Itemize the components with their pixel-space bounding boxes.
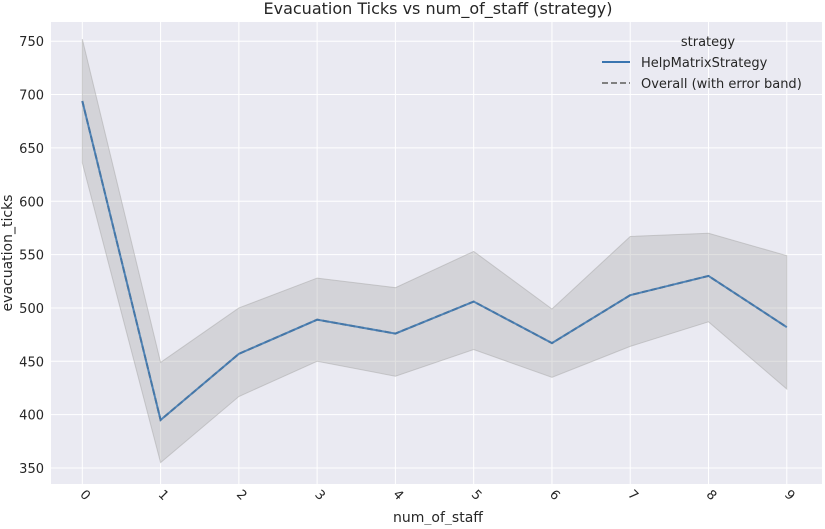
- legend-label-overall: Overall (with error band): [641, 77, 802, 92]
- x-tick-label: 8: [703, 487, 719, 503]
- x-tick-label: 5: [468, 487, 484, 503]
- grid-lines: [51, 22, 822, 484]
- y-axis-label: evacuation_ticks: [0, 195, 16, 312]
- y-tick-label: 500: [19, 302, 44, 317]
- series-line-helpmatrixstrategy: [81, 100, 788, 422]
- series-layer: [81, 100, 788, 422]
- y-tick-label: 400: [19, 409, 44, 424]
- x-tick-label: 6: [546, 487, 562, 503]
- error-band-layer: [81, 38, 788, 464]
- y-tick-label: 550: [19, 249, 44, 264]
- plot-background: [51, 22, 822, 484]
- x-tick-labels: 0 1 2 3 4 5 6 7 8 9: [77, 487, 798, 503]
- x-tick-label: 2: [233, 487, 249, 503]
- legend-title: strategy: [681, 35, 736, 50]
- error-band: [81, 38, 788, 464]
- y-tick-labels: 350 400 450 500 550 600 650 700 750: [19, 35, 44, 477]
- legend: strategy HelpMatrixStrategy Overall (wit…: [602, 35, 802, 92]
- y-tick-label: 700: [19, 89, 44, 104]
- legend-label-helpmatrixstrategy: HelpMatrixStrategy: [641, 56, 768, 71]
- x-tick-label: 3: [311, 487, 327, 503]
- x-tick-label: 4: [390, 487, 406, 503]
- chart-title: Evacuation Ticks vs num_of_staff (strate…: [264, 0, 613, 19]
- y-tick-label: 450: [19, 355, 44, 370]
- y-tick-label: 350: [19, 462, 44, 477]
- x-tick-label: 1: [155, 487, 171, 503]
- x-tick-label: 7: [624, 487, 640, 503]
- x-tick-label: 0: [77, 487, 93, 503]
- y-tick-label: 750: [19, 35, 44, 50]
- x-axis-label: num_of_staff: [393, 510, 483, 525]
- y-tick-label: 650: [19, 142, 44, 157]
- y-tick-label: 600: [19, 195, 44, 210]
- x-tick-label: 9: [781, 487, 797, 503]
